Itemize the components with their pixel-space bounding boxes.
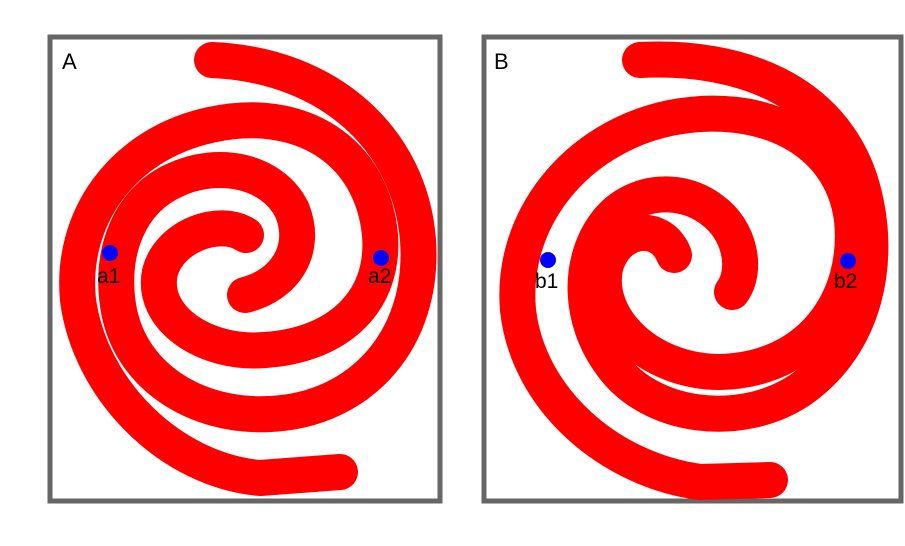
panel-b-label: B: [494, 49, 509, 74]
panel-a-point-2-label: a2: [368, 265, 391, 288]
panel-b-point-1-label: b1: [535, 270, 558, 293]
panel-b-spiral-arm-1: [499, 95, 871, 500]
panel-b-point-1: [540, 252, 556, 268]
panel-a: A a1 a2: [47, 34, 443, 504]
panel-a-spiral-arm-2: [98, 42, 437, 433]
panel-a-point-2: [373, 250, 389, 266]
panel-a-point-1-label: a1: [97, 265, 120, 288]
panel-b: B b1 b2: [481, 34, 904, 504]
panel-a-label: A: [62, 49, 77, 74]
panel-b-point-2: [840, 253, 856, 269]
panel-a-spiral-arm-1: [59, 102, 399, 496]
panel-b-spiral-arm-2: [567, 41, 889, 432]
panel-b-point-2-label: b2: [834, 270, 857, 293]
panel-a-point-1: [102, 245, 118, 261]
